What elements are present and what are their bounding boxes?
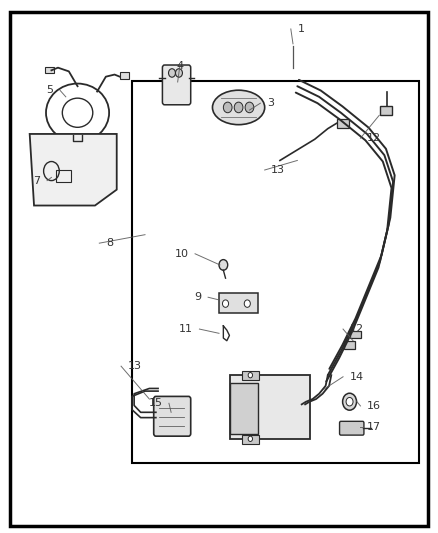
Text: 16: 16 <box>367 401 381 411</box>
Text: 12: 12 <box>367 133 381 143</box>
Text: 7: 7 <box>33 175 41 185</box>
FancyBboxPatch shape <box>242 434 259 444</box>
Ellipse shape <box>212 90 265 125</box>
FancyBboxPatch shape <box>219 293 258 313</box>
FancyBboxPatch shape <box>242 371 259 381</box>
FancyBboxPatch shape <box>45 67 54 73</box>
Circle shape <box>245 102 254 113</box>
Text: 15: 15 <box>148 398 162 408</box>
FancyBboxPatch shape <box>344 341 355 349</box>
FancyBboxPatch shape <box>339 421 364 435</box>
Circle shape <box>223 300 229 308</box>
FancyBboxPatch shape <box>120 72 129 79</box>
Circle shape <box>223 102 232 113</box>
Circle shape <box>176 69 183 77</box>
Text: 5: 5 <box>46 85 53 95</box>
FancyBboxPatch shape <box>154 397 191 436</box>
Circle shape <box>248 373 253 378</box>
Text: 1: 1 <box>297 24 304 34</box>
Circle shape <box>234 102 243 113</box>
FancyBboxPatch shape <box>336 119 349 127</box>
Polygon shape <box>30 134 117 206</box>
Text: 9: 9 <box>194 292 201 302</box>
Circle shape <box>219 260 228 270</box>
Circle shape <box>248 436 253 441</box>
FancyBboxPatch shape <box>230 375 311 439</box>
FancyBboxPatch shape <box>350 330 361 338</box>
Text: 4: 4 <box>176 61 184 71</box>
Text: 10: 10 <box>174 249 188 259</box>
Circle shape <box>343 393 357 410</box>
Circle shape <box>169 69 176 77</box>
Text: 13: 13 <box>271 165 285 175</box>
Text: 17: 17 <box>367 422 381 432</box>
FancyBboxPatch shape <box>230 383 258 433</box>
FancyBboxPatch shape <box>162 65 191 105</box>
Text: 12: 12 <box>350 324 364 334</box>
Circle shape <box>244 300 251 308</box>
Text: 8: 8 <box>106 238 113 248</box>
Text: 3: 3 <box>267 98 274 108</box>
Text: 13: 13 <box>127 361 141 371</box>
Text: 11: 11 <box>179 324 193 334</box>
Circle shape <box>346 398 353 406</box>
Text: 14: 14 <box>350 372 364 382</box>
FancyBboxPatch shape <box>380 106 392 115</box>
